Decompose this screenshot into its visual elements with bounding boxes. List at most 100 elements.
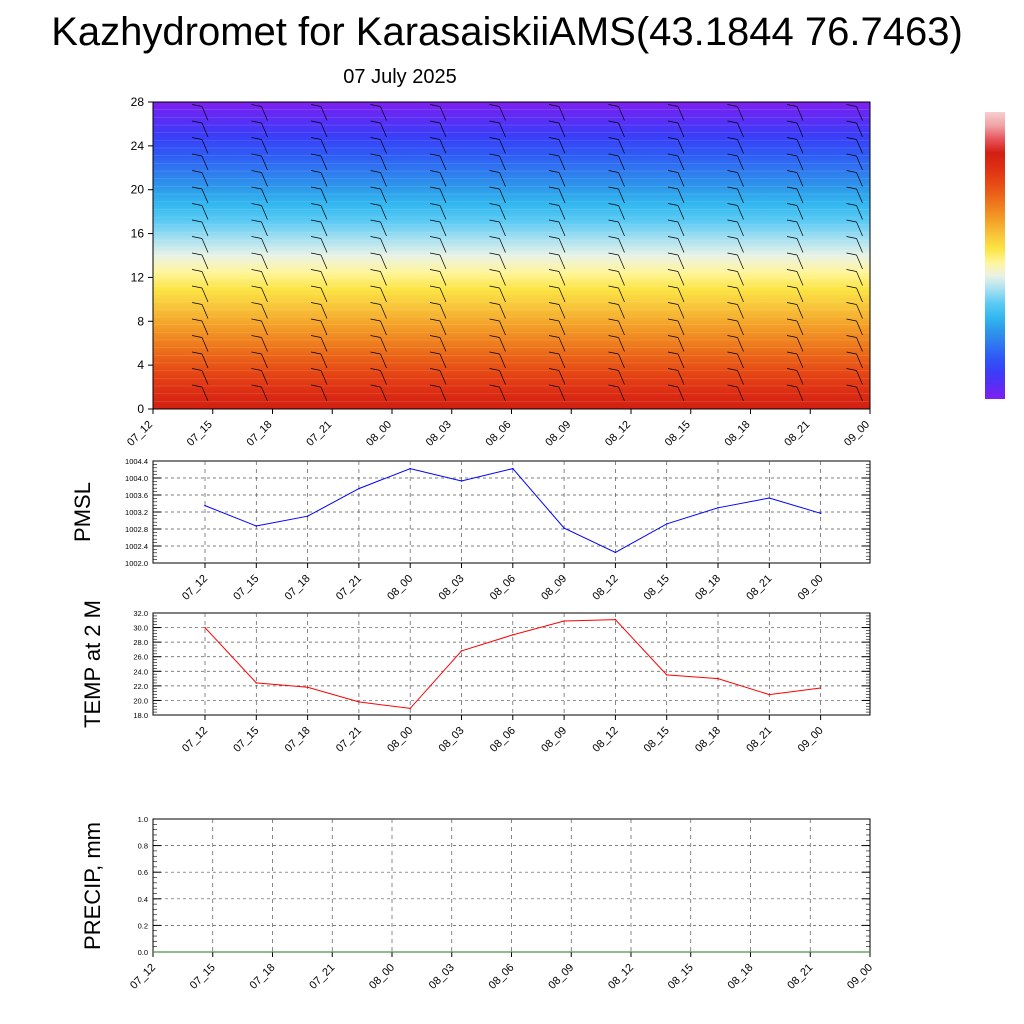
wind-barb xyxy=(320,304,328,319)
wind-barb-flag xyxy=(489,384,500,388)
x-tick-label: 08_15 xyxy=(666,962,696,992)
wind-barb-flag xyxy=(608,186,619,190)
wind-barb-flag xyxy=(191,368,203,371)
wind-barb-flag xyxy=(489,186,500,190)
wind-barb-flag xyxy=(548,368,560,371)
wind-barb-flag xyxy=(727,203,738,206)
x-tick-label: 07_18 xyxy=(248,962,278,992)
wind-barb-flag xyxy=(489,104,500,107)
wind-barb xyxy=(320,188,328,204)
wind-barb-flag xyxy=(310,203,322,206)
x-tick-label: 08_21 xyxy=(782,419,812,449)
wind-barb-flag xyxy=(370,302,381,305)
wind-barb xyxy=(439,271,447,286)
wind-barb xyxy=(320,370,328,385)
wind-barb-flag xyxy=(370,285,381,289)
wind-barb-flag xyxy=(251,104,262,107)
wind-barb-flag xyxy=(489,318,500,322)
wind-barb xyxy=(499,205,506,220)
wind-barb xyxy=(380,304,387,319)
wind-barb-flag xyxy=(489,137,500,140)
wind-barb xyxy=(737,254,744,270)
wind-barb xyxy=(320,353,328,369)
x-tick-label: 08_00 xyxy=(385,573,415,603)
wind-barb xyxy=(737,106,744,121)
wind-barb-flag xyxy=(786,137,798,140)
wind-barb xyxy=(558,254,566,270)
wind-barb xyxy=(201,238,209,253)
wind-barb-flag xyxy=(667,186,679,190)
wind-barb-flag xyxy=(548,120,560,124)
data-point xyxy=(768,497,771,499)
wind-barb-flag xyxy=(727,236,738,239)
colorbar xyxy=(985,112,1005,399)
wind-barb-flag xyxy=(786,186,798,190)
wind-barb-flag xyxy=(310,285,322,289)
x-tick-label: 07_18 xyxy=(283,725,313,755)
wind-barb xyxy=(856,238,863,253)
y-axis-label: TEMP at 2 M xyxy=(80,600,105,728)
x-tick-label: 08_15 xyxy=(642,573,672,603)
y-tick-label: 32.0 xyxy=(133,609,148,618)
wind-barb xyxy=(677,353,685,369)
wind-barb-flag xyxy=(370,104,381,107)
wind-barb-flag xyxy=(429,368,441,371)
x-tick-label: 07_21 xyxy=(307,962,337,992)
wind-barb-flag xyxy=(727,318,738,322)
wind-barb xyxy=(737,122,744,138)
wind-barb-flag xyxy=(548,285,560,289)
data-point xyxy=(409,707,412,710)
wind-barb xyxy=(380,353,387,369)
wind-barb-flag xyxy=(608,285,619,289)
wind-barb xyxy=(201,271,209,286)
wind-barb-flag xyxy=(489,219,500,223)
data-point xyxy=(271,951,274,953)
x-tick-label: 08_03 xyxy=(437,573,467,603)
wind-barb xyxy=(677,287,685,303)
wind-barb-flag xyxy=(429,302,441,305)
x-tick-label: 08_12 xyxy=(590,573,620,603)
wind-barb-flag xyxy=(191,186,203,190)
wind-barb-flag xyxy=(489,252,500,256)
wind-barb xyxy=(499,287,506,303)
data-point xyxy=(211,951,214,953)
wind-barb-flag xyxy=(846,120,857,124)
wind-barb-flag xyxy=(370,120,381,124)
wind-barb xyxy=(320,337,328,352)
wind-barb xyxy=(737,386,744,402)
wind-barb xyxy=(201,304,209,319)
wind-barb xyxy=(201,320,209,336)
wind-barb-flag xyxy=(251,252,262,256)
wind-barb xyxy=(677,172,685,187)
wind-barb xyxy=(439,287,447,303)
wind-barb xyxy=(320,254,328,270)
wind-barb xyxy=(677,221,685,237)
wind-barb-flag xyxy=(310,302,322,305)
wind-barb xyxy=(618,221,625,237)
wind-barb xyxy=(737,370,744,385)
wind-barb xyxy=(439,337,447,352)
wind-barb xyxy=(261,254,268,270)
y-tick-label: 28.0 xyxy=(133,638,148,647)
data-point xyxy=(358,487,360,490)
wind-barb xyxy=(856,337,863,352)
wind-barb xyxy=(796,370,804,385)
wind-barb xyxy=(737,205,744,220)
y-tick-label: 20 xyxy=(131,183,145,197)
wind-barb xyxy=(618,139,625,154)
wind-barb xyxy=(439,139,447,154)
wind-barb-flag xyxy=(548,302,560,305)
wind-barb-flag xyxy=(727,252,738,256)
wind-barb-flag xyxy=(370,384,381,388)
wind-barb xyxy=(856,320,863,336)
wind-barb xyxy=(558,221,566,237)
wind-barb-flag xyxy=(548,384,560,388)
wind-barb-flag xyxy=(489,203,500,206)
wind-barb xyxy=(558,106,566,121)
wind-barb-flag xyxy=(727,384,738,388)
wind-barb xyxy=(499,155,506,171)
data-point xyxy=(409,467,412,470)
wind-barb xyxy=(499,353,506,369)
wind-barb-flag xyxy=(310,186,322,190)
